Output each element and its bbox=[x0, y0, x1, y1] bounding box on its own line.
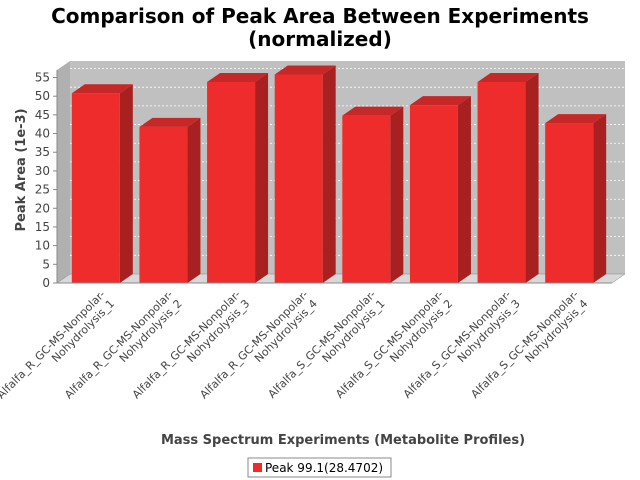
x-tick-label-line: Alfalfa_S_GC-MS-Nonpolar- bbox=[401, 288, 514, 401]
y-tick-label: 10 bbox=[35, 239, 50, 253]
bar-front bbox=[274, 74, 323, 283]
bars bbox=[71, 65, 607, 284]
bar bbox=[71, 84, 133, 284]
chart-title-line1: Comparison of Peak Area Between Experime… bbox=[51, 4, 589, 28]
bar bbox=[274, 65, 336, 283]
chart-title-line2: (normalized) bbox=[248, 27, 392, 51]
bar-side bbox=[187, 117, 201, 283]
bar-top bbox=[207, 72, 269, 82]
legend-swatch bbox=[253, 463, 262, 472]
bar-side bbox=[390, 106, 404, 284]
legend: Peak 99.1(28.4702) bbox=[247, 457, 392, 478]
x-tick-label-line: Alfalfa_R_GC-MS-Nonpolar- bbox=[0, 288, 108, 401]
y-tick-label: 40 bbox=[35, 127, 50, 141]
bar-front bbox=[545, 123, 594, 283]
x-tick-label-line: Alfalfa_S_GC-MS-Nonpolar- bbox=[333, 288, 446, 401]
x-tick-label-line: Alfalfa_R_GC-MS-Nonpolar- bbox=[62, 288, 175, 401]
y-tick-label: 25 bbox=[35, 183, 50, 197]
x-tick-label-line: Alfalfa_R_GC-MS-Nonpolar- bbox=[130, 288, 243, 401]
bar bbox=[409, 96, 471, 283]
bar-top bbox=[139, 117, 201, 127]
bar-top bbox=[71, 84, 133, 94]
plot-left-wall bbox=[57, 61, 70, 284]
bar-side bbox=[322, 65, 336, 283]
bar-top bbox=[342, 106, 404, 116]
x-tick-label-line: Alfalfa_S_GC-MS-Nonpolar- bbox=[266, 288, 379, 401]
bar-side bbox=[119, 84, 133, 284]
bar bbox=[207, 72, 269, 283]
x-axis-label: Mass Spectrum Experiments (Metabolite Pr… bbox=[161, 433, 525, 448]
bar-front bbox=[477, 81, 526, 283]
y-tick-label: 45 bbox=[35, 108, 50, 122]
y-tick-label: 55 bbox=[35, 71, 50, 85]
bar-side bbox=[525, 72, 539, 283]
y-tick-label: 30 bbox=[35, 164, 50, 178]
x-tick-label-line: Alfalfa_S_GC-MS-Nonpolar- bbox=[468, 288, 581, 401]
bar-side bbox=[457, 96, 471, 283]
x-tick-label-line: Alfalfa_R_GC-MS-Nonpolar- bbox=[197, 288, 310, 401]
bar-top bbox=[545, 114, 607, 124]
bar-front bbox=[207, 81, 256, 283]
bar bbox=[342, 106, 404, 284]
bar-front bbox=[409, 105, 458, 283]
legend-label: Peak 99.1(28.4702) bbox=[265, 461, 383, 475]
bar bbox=[545, 114, 607, 283]
bar-front bbox=[71, 93, 120, 284]
legend-box bbox=[247, 457, 392, 478]
y-tick-label: 50 bbox=[35, 89, 50, 103]
y-tick-label: 35 bbox=[35, 145, 50, 159]
bar-side bbox=[593, 114, 607, 283]
bar-top bbox=[477, 72, 539, 82]
bar bbox=[477, 72, 539, 283]
y-axis-label: Peak Area (1e-3) bbox=[14, 108, 29, 231]
x-axis: Alfalfa_R_GC-MS-Nonpolar-Nohydrolysis_1A… bbox=[0, 282, 612, 411]
bar-front bbox=[342, 115, 391, 284]
y-tick-label: 5 bbox=[42, 257, 50, 271]
bar-front bbox=[139, 126, 188, 283]
y-tick-label: 15 bbox=[35, 220, 50, 234]
y-tick-label: 20 bbox=[35, 201, 50, 215]
bar-side bbox=[255, 72, 269, 283]
x-tick-label: Alfalfa_R_GC-MS-Nonpolar-Nohydrolysis_1 bbox=[0, 288, 117, 411]
bar bbox=[139, 117, 201, 283]
y-tick-label: 0 bbox=[42, 276, 50, 290]
bar-top bbox=[274, 65, 336, 75]
bar-top bbox=[409, 96, 471, 106]
